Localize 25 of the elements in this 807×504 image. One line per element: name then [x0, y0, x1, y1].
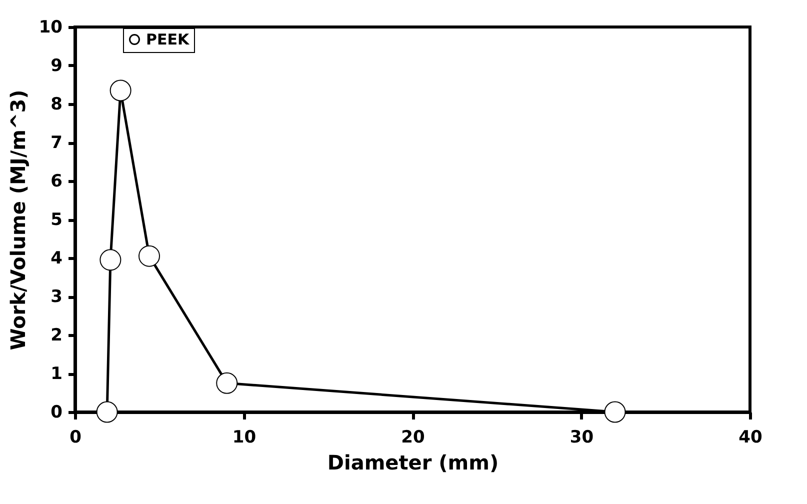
x-tick-label: 40	[738, 428, 762, 448]
y-tick-label: 5	[50, 210, 62, 230]
y-tick-label: 9	[50, 56, 62, 76]
y-tick-label: 6	[50, 172, 62, 192]
y-tick-label: 0	[50, 402, 63, 422]
x-tick-label: 20	[401, 428, 425, 448]
y-tick-label: 2	[50, 326, 62, 346]
x-axis-title: Diameter (mm)	[327, 450, 499, 474]
point	[216, 372, 238, 394]
y-tick-label: 7	[50, 133, 62, 153]
x-tick-label: 10	[232, 428, 256, 448]
y-tick-label: 8	[50, 94, 62, 114]
y-tick-label: 10	[38, 18, 63, 38]
y-tick-label: 3	[50, 287, 62, 307]
legend-label: PEEK	[146, 30, 190, 48]
point	[96, 401, 118, 423]
x-tick-label: 0	[70, 428, 82, 448]
y-tick-label: 1	[50, 364, 62, 384]
point	[604, 401, 626, 423]
y-tick-label: 4	[50, 248, 63, 268]
x-tick-label: 30	[570, 428, 594, 448]
point	[100, 249, 122, 271]
point	[110, 80, 132, 102]
point	[138, 245, 160, 267]
y-axis-title: Work/Volume (MJ/m^3)	[6, 90, 30, 350]
